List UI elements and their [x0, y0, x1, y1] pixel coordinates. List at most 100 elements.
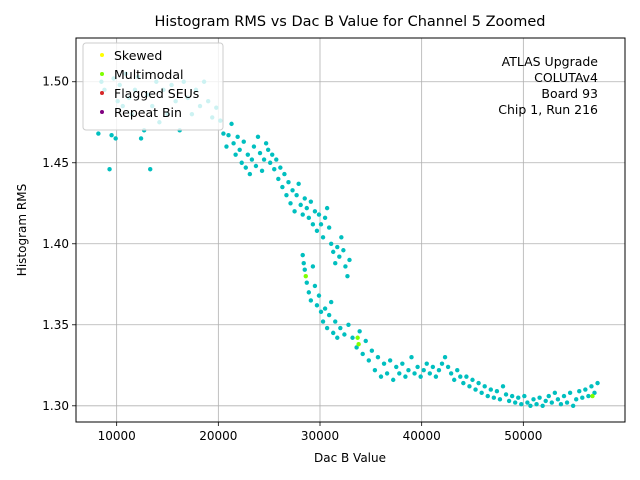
point-data [261, 157, 267, 162]
point-data [328, 299, 334, 305]
point-data [445, 364, 451, 370]
point-multimodal [590, 393, 595, 399]
legend-marker-repeat-bin [100, 110, 104, 114]
point-data [109, 133, 114, 138]
point-data [237, 147, 242, 152]
point-data [259, 168, 265, 174]
point-data [494, 389, 500, 394]
point-data [314, 303, 320, 308]
point-data [589, 384, 594, 389]
point-data [310, 264, 316, 269]
point-data [448, 371, 454, 376]
point-data [296, 181, 301, 187]
x-tick-label: 40000 [403, 429, 441, 443]
annotation-line-1: ATLAS Upgrade [502, 54, 599, 69]
point-data [337, 254, 342, 259]
annotation-line-2: COLUTAv4 [534, 70, 598, 85]
point-data [497, 397, 503, 402]
point-data [546, 393, 551, 399]
point-data [280, 184, 285, 190]
point-data [333, 261, 338, 266]
point-data [561, 393, 567, 399]
point-data [339, 235, 344, 240]
point-data [360, 351, 365, 357]
legend-marker-flagged-seus [100, 91, 104, 95]
point-data [354, 345, 359, 350]
point-data [245, 152, 251, 157]
point-data [586, 393, 591, 399]
point-data [347, 257, 352, 263]
point-data [509, 393, 515, 399]
point-data [555, 397, 561, 402]
point-data [253, 163, 259, 169]
annotation-line-4: Chip 1, Run 216 [498, 102, 598, 117]
point-data [326, 312, 332, 318]
point-data [304, 280, 309, 285]
point-data [247, 171, 253, 177]
point-data [322, 306, 328, 311]
point-data [567, 390, 573, 396]
point-data [335, 335, 340, 340]
point-data [270, 152, 275, 157]
point-data [148, 167, 153, 172]
point-data [221, 131, 226, 136]
point-data [433, 374, 439, 379]
point-data [418, 374, 423, 379]
point-data [301, 261, 306, 266]
point-data [96, 131, 101, 136]
point-data [528, 403, 533, 408]
point-data [324, 325, 330, 331]
point-data [316, 212, 322, 217]
point-data [552, 390, 558, 396]
point-data [397, 371, 402, 376]
point-data [430, 364, 436, 370]
point-data [251, 144, 257, 149]
point-data [338, 325, 343, 331]
point-data [436, 367, 442, 373]
point-data [516, 395, 521, 400]
point-data [363, 338, 368, 344]
point-data [233, 152, 238, 157]
point-data [558, 401, 564, 407]
point-data [409, 354, 414, 360]
point-data [276, 176, 281, 182]
point-data [534, 401, 539, 407]
point-data [274, 157, 279, 162]
point-data [324, 205, 330, 211]
point-data [300, 252, 305, 258]
point-data [257, 150, 263, 156]
point-data [320, 235, 326, 240]
point-data [491, 395, 497, 400]
x-axis-ticks: 10000 20000 30000 40000 50000 [98, 422, 542, 443]
point-data [442, 354, 448, 360]
point-multimodal [303, 273, 308, 279]
point-data [595, 380, 600, 386]
point-data [577, 389, 582, 394]
point-data [331, 249, 336, 255]
point-data [342, 332, 347, 337]
point-data [249, 157, 255, 162]
point-data [341, 248, 346, 253]
point-data [564, 400, 570, 405]
y-tick-label: 1.35 [42, 318, 69, 332]
point-data [343, 264, 348, 269]
point-data [522, 393, 527, 399]
point-data [464, 374, 469, 379]
point-data [406, 367, 411, 373]
point-data [267, 160, 273, 165]
point-multimodal [355, 335, 360, 340]
point-data [263, 141, 269, 146]
point-data [326, 225, 332, 230]
point-data [282, 171, 287, 177]
point-data [574, 397, 579, 402]
point-data [239, 160, 244, 165]
x-tick-label: 20000 [199, 429, 237, 443]
point-data [455, 367, 460, 373]
point-data [500, 384, 506, 389]
point-data [331, 330, 336, 336]
point-data [322, 215, 328, 221]
point-data [278, 165, 283, 170]
point-data [378, 374, 384, 379]
point-data [570, 403, 576, 408]
